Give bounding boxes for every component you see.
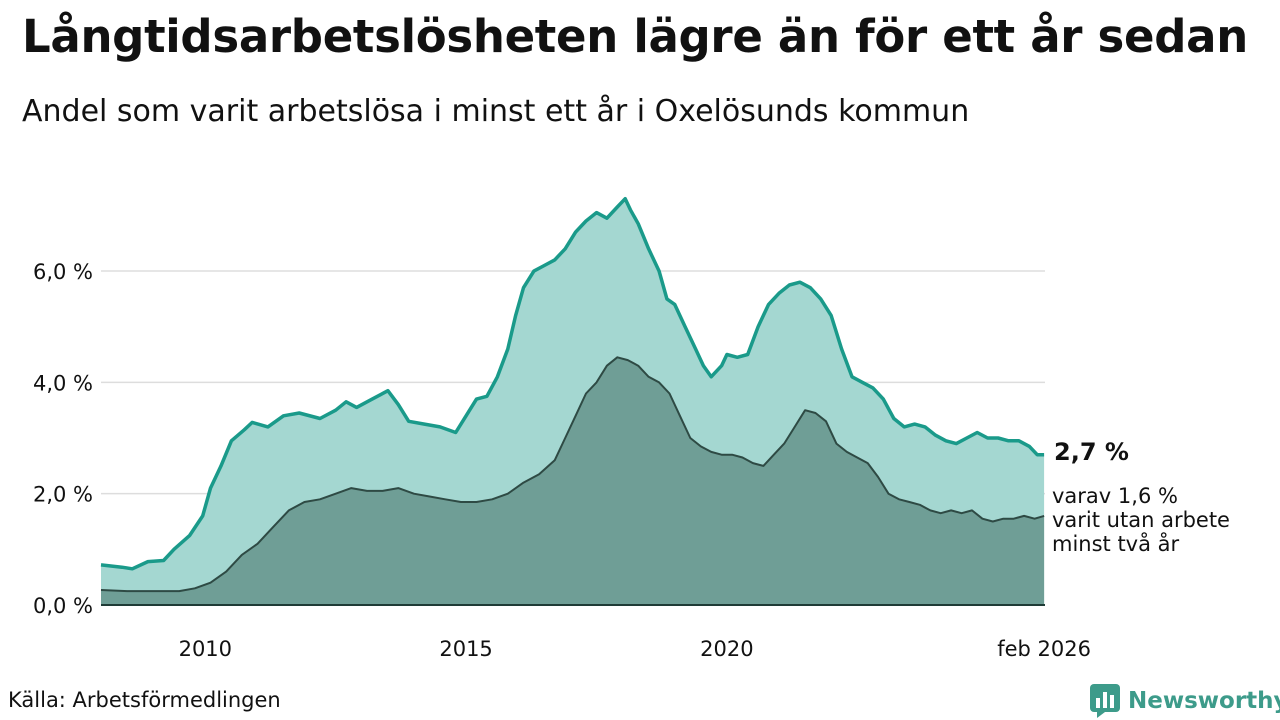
y-tick-label: 2,0 % <box>33 483 93 507</box>
brand-logo: Newsworthy <box>1090 684 1280 718</box>
y-tick-label: 4,0 % <box>33 371 93 395</box>
x-tick-label: 2010 <box>179 637 232 661</box>
long-term-line <box>100 196 1045 571</box>
end-label-very-long-term-line: varit utan arbete <box>1052 508 1230 532</box>
end-label-very-long-term-line: varav 1,6 % <box>1052 484 1178 508</box>
chart-subtitle: Andel som varit arbetslösa i minst ett å… <box>22 94 970 129</box>
y-tick-label: 0,0 % <box>33 594 93 618</box>
x-tick-label: 2020 <box>700 637 753 661</box>
series-lines <box>100 196 1045 593</box>
series-areas <box>101 198 1045 605</box>
brand-name: Newsworthy <box>1128 688 1280 714</box>
end-label-very-long-term-line: minst två år <box>1052 531 1180 556</box>
very-long-term-area <box>101 357 1045 605</box>
source-note: Källa: Arbetsförmedlingen <box>8 688 281 712</box>
x-axis-tick-labels: 2010 2015 2020 feb 2026 <box>179 637 1091 661</box>
x-tick-label: feb 2026 <box>997 637 1091 661</box>
very-long-term-line <box>100 356 1045 593</box>
x-tick-label: 2015 <box>439 637 492 661</box>
end-label-long-term: 2,7 % <box>1054 438 1129 466</box>
bar-chart-logo-icon <box>1090 684 1120 718</box>
y-tick-label: 6,0 % <box>33 260 93 284</box>
y-axis-tick-labels: 0,0 % 2,0 % 4,0 % 6,0 % <box>33 260 93 618</box>
chart-title: Långtidsarbetslösheten lägre än för ett … <box>22 10 1248 63</box>
